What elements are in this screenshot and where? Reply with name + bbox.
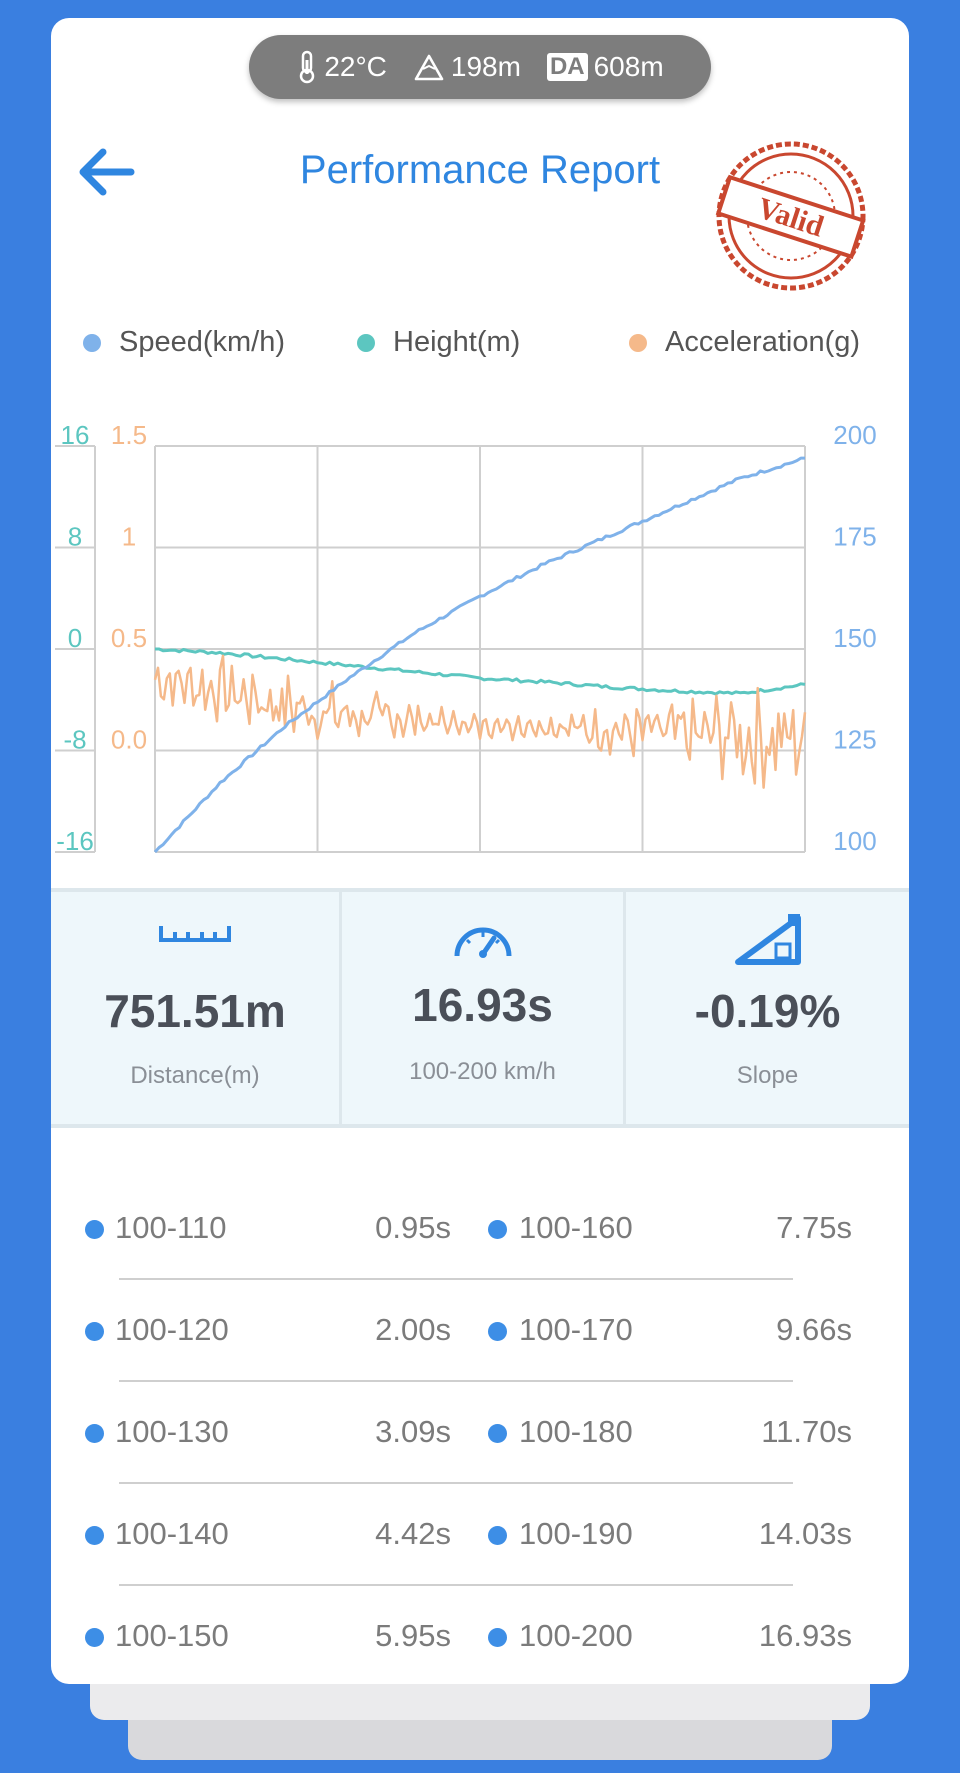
temperature-readout: 22°C — [296, 50, 387, 84]
list-item: 100-130 3.09s 100-180 11.70s — [51, 1392, 909, 1494]
acceleration-dot-icon — [629, 333, 647, 352]
height-axis-tick: -16 — [56, 826, 94, 856]
da-badge: DA — [546, 53, 588, 81]
list-item: 100-140 4.42s 100-190 14.03s — [51, 1494, 909, 1596]
height-series-line — [155, 647, 806, 696]
valid-stamp-icon: Valid — [715, 141, 866, 291]
slope-value: -0.19% — [694, 985, 841, 1037]
slope-icon — [734, 914, 801, 965]
bullet-dot-icon — [488, 1220, 507, 1239]
performance-chart: 16 8 0 -8 -16 1.5 1 0.5 0.0 200 175 150 125 100 — [55, 420, 877, 856]
time-label: 100-200 km/h — [409, 1058, 556, 1085]
bullet-dot-icon — [85, 1628, 104, 1647]
split-time: 3.09s — [375, 1414, 451, 1449]
elevation-readout: 198m — [413, 51, 521, 83]
bullet-dot-icon — [488, 1424, 507, 1443]
split-time: 11.70s — [761, 1414, 852, 1449]
chart-legend: Speed(km/h) Height(m) Acceleration(g) — [51, 326, 909, 366]
slope-label: Slope — [736, 1062, 799, 1089]
ruler-icon — [159, 926, 231, 942]
speed-axis-tick: 125 — [833, 725, 876, 755]
row-divider — [119, 1482, 793, 1484]
bullet-dot-icon — [85, 1220, 104, 1239]
split-time: 4.42s — [375, 1516, 451, 1551]
legend-acceleration-label: Acceleration(g) — [665, 326, 861, 358]
performance-report-card: 22°C 198m DA 608m Performance Report Val… — [51, 18, 909, 1684]
stat-time: 16.93s 100-200 km/h — [342, 892, 626, 1124]
row-divider — [119, 1278, 793, 1280]
bullet-dot-icon — [488, 1628, 507, 1647]
bullet-dot-icon — [488, 1322, 507, 1341]
speed-dot-icon — [83, 333, 101, 352]
split-time: 7.75s — [776, 1210, 852, 1245]
speed-series-line — [153, 456, 805, 854]
density-altitude-value: 608m — [593, 51, 664, 82]
row-divider — [119, 1584, 793, 1586]
split-time: 0.95s — [375, 1210, 451, 1245]
height-axis-tick: 0 — [68, 623, 82, 653]
distance-label: Distance(m) — [130, 1062, 260, 1089]
thermometer-icon — [300, 50, 315, 84]
bullet-dot-icon — [85, 1322, 104, 1341]
back-arrow-icon[interactable] — [73, 142, 139, 202]
split-range: 100-190 — [519, 1516, 633, 1551]
split-time: 9.66s — [776, 1312, 852, 1347]
bullet-dot-icon — [85, 1424, 104, 1443]
legend-speed: Speed(km/h) — [83, 326, 285, 359]
split-range: 100-170 — [519, 1312, 633, 1347]
split-range: 100-180 — [519, 1414, 633, 1449]
stat-slope: -0.19% Slope — [626, 892, 909, 1124]
distance-value: 751.51m — [104, 985, 286, 1037]
bullet-dot-icon — [85, 1526, 104, 1545]
acceleration-axis-tick: 1 — [122, 522, 136, 552]
list-item: 100-120 2.00s 100-170 9.66s — [51, 1290, 909, 1392]
elevation-value: 198m — [450, 51, 521, 82]
legend-speed-label: Speed(km/h) — [119, 326, 286, 358]
mountain-icon — [414, 54, 444, 81]
split-range: 100-140 — [115, 1516, 229, 1551]
split-range: 100-150 — [115, 1618, 229, 1653]
height-axis-tick: 8 — [68, 522, 82, 552]
list-item: 100-150 5.95s 100-200 16.93s — [51, 1596, 909, 1684]
density-altitude-readout: DA 608m — [546, 51, 664, 83]
stat-distance: 751.51m Distance(m) — [51, 892, 342, 1124]
list-item: 100-110 0.95s 100-160 7.75s — [51, 1188, 909, 1290]
acceleration-axis-tick: 0.0 — [111, 725, 147, 755]
row-divider — [119, 1380, 793, 1382]
legend-acceleration: Acceleration(g) — [629, 326, 860, 359]
split-time: 2.00s — [375, 1312, 451, 1347]
split-range: 100-200 — [519, 1618, 633, 1653]
stats-panel: 751.51m Distance(m) 16.93s 100-200 km/h … — [51, 888, 909, 1128]
time-value: 16.93s — [412, 979, 553, 1031]
temperature-value: 22°C — [324, 51, 387, 82]
split-range: 100-130 — [115, 1414, 229, 1449]
page-title: Performance Report — [299, 148, 661, 192]
legend-height: Height(m) — [357, 326, 520, 359]
height-dot-icon — [357, 333, 375, 352]
speedometer-icon — [454, 927, 511, 958]
height-axis-tick: -8 — [63, 725, 86, 755]
height-axis-tick: 16 — [61, 420, 90, 450]
speed-axis-tick: 175 — [833, 522, 876, 552]
acceleration-axis-tick: 1.5 — [111, 420, 147, 450]
acceleration-axis-tick: 0.5 — [111, 623, 147, 653]
split-time: 16.93s — [758, 1618, 852, 1653]
split-time: 14.03s — [758, 1516, 852, 1551]
speed-axis-tick: 200 — [833, 420, 876, 450]
split-range: 100-110 — [115, 1210, 227, 1245]
speed-axis-tick: 100 — [833, 826, 876, 856]
conditions-pill: 22°C 198m DA 608m — [249, 35, 711, 99]
legend-height-label: Height(m) — [393, 326, 521, 358]
split-time: 5.95s — [375, 1618, 451, 1653]
speed-axis-tick: 150 — [833, 623, 876, 653]
acceleration-series-line — [153, 654, 807, 789]
split-range: 100-160 — [519, 1210, 633, 1245]
split-range: 100-120 — [115, 1312, 229, 1347]
bullet-dot-icon — [488, 1526, 507, 1545]
